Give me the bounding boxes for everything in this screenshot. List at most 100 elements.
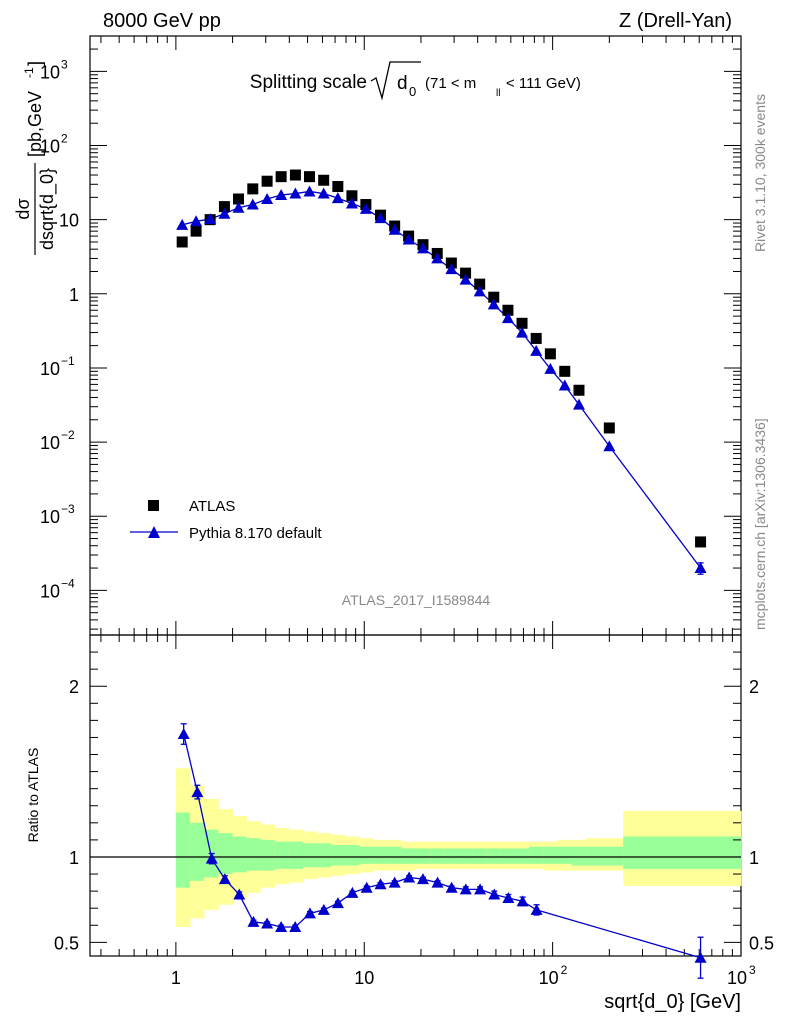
band-inner-bin: [486, 848, 502, 864]
data-series: [176, 169, 707, 979]
band-inner-bin: [373, 846, 388, 864]
atlas-point: [346, 190, 358, 202]
ratio-point: [346, 886, 359, 898]
atlas-point: [289, 169, 301, 181]
header-left: 8000 GeV pp: [103, 10, 221, 32]
band-inner-bin: [387, 846, 403, 864]
band-inner-bin: [543, 846, 558, 864]
pythia-point: [416, 242, 429, 254]
ratio-point: [317, 903, 330, 915]
ratio-point: [289, 920, 302, 932]
ratio-point: [416, 873, 429, 885]
pythia-point: [473, 285, 486, 297]
atlas-point: [544, 348, 556, 360]
ratio-tick-label: 1: [69, 848, 79, 868]
pythia-point: [317, 187, 330, 199]
pythia-point: [431, 252, 444, 264]
atlas-point: [233, 193, 245, 205]
ratio-tick-label: 0.5: [54, 933, 79, 953]
ratio-point: [488, 888, 501, 900]
band-inner-bin: [500, 848, 516, 864]
pythia-point: [388, 223, 401, 235]
plot-title-range-suffix: < 111 GeV): [506, 75, 581, 92]
pythia-point: [289, 187, 302, 199]
y-tick-label-sup: −4: [61, 576, 75, 590]
band-inner-bin: [288, 841, 304, 869]
atlas-point: [332, 181, 344, 193]
legend-label-pythia: Pythia 8.170 default: [189, 525, 322, 542]
plot-title: Splitting scale d 0 (71 < m ll < 111 GeV…: [250, 61, 581, 101]
plot-title-range-prefix: (71 < m: [425, 75, 476, 92]
atlas-point: [190, 225, 202, 237]
y-tick-label-sup: 3: [61, 57, 68, 71]
pythia-point: [331, 192, 344, 204]
atlas-point: [502, 304, 514, 316]
ratio-point: [403, 871, 416, 883]
ratio-point: [247, 915, 260, 927]
pythia-point: [345, 197, 358, 209]
band-inner-bin: [401, 848, 417, 864]
atlas-point: [530, 332, 542, 344]
y-label-denominator: dsqrt{d_0}: [37, 168, 58, 250]
ratio-point: [177, 728, 190, 740]
ratio-point: [303, 907, 316, 919]
ratio-point: [388, 876, 401, 888]
band-inner-bin: [571, 846, 587, 866]
pythia-point: [402, 233, 415, 245]
band-inner-bin: [529, 846, 544, 864]
y-label-units-sup: -1: [22, 67, 36, 78]
band-inner-bin: [472, 848, 488, 864]
band-inner-bin: [274, 841, 290, 869]
y-tick-label: 10: [59, 211, 79, 231]
pythia-point: [359, 202, 372, 214]
legend-marker-pythia: [148, 526, 160, 538]
ratio-frame: [89, 634, 742, 957]
atlas-point: [261, 175, 273, 187]
pythia-point: [516, 326, 529, 338]
pythia-point: [603, 440, 616, 452]
y-tick-label: 1: [69, 285, 79, 305]
pythia-line: [182, 190, 702, 569]
pythia-point: [374, 212, 387, 224]
pythia-point: [303, 185, 316, 197]
ratio-point: [218, 873, 231, 885]
axis-ticks: [90, 35, 742, 956]
pythia-point: [445, 263, 458, 275]
y-label-units-close: ]: [25, 61, 45, 66]
main-frame: [89, 35, 742, 636]
x-tick-label: 10: [539, 968, 559, 988]
ratio-point: [261, 917, 274, 929]
y-tick-label-sup: −3: [61, 502, 75, 516]
pythia-point: [558, 379, 571, 391]
band-inner-bin: [514, 848, 530, 864]
sqrt-symbol: [370, 61, 421, 101]
ratio-point: [360, 881, 373, 893]
y-tick-label: 10: [40, 137, 60, 157]
band-inner-bin: [331, 845, 346, 866]
x-tick-label-sup: 2: [561, 963, 568, 977]
ratio-point: [459, 883, 472, 895]
pythia-point: [232, 201, 245, 213]
y-tick-label: 10: [40, 507, 60, 527]
y-tick-label-sup: 2: [61, 132, 68, 146]
atlas-point: [318, 174, 330, 186]
y-tick-label: 10: [40, 433, 60, 453]
pythia-point: [176, 218, 189, 230]
ratio-point: [431, 876, 444, 888]
ratio-axis-label: Ratio to ATLAS: [25, 748, 41, 843]
band-inner-bin: [359, 846, 374, 864]
plot-title-range-sub: ll: [496, 88, 500, 99]
atlas-point: [695, 536, 707, 548]
band-inner-bin: [175, 812, 191, 888]
y-tick-label: 10: [40, 359, 60, 379]
ratio-point: [474, 883, 487, 895]
x-axis-label: sqrt{d_0} [GeV]: [604, 991, 741, 1013]
band-inner-bin: [218, 833, 233, 875]
ratio-point: [374, 878, 387, 890]
ratio-point: [516, 895, 529, 907]
atlas-point: [303, 171, 315, 183]
band-inner-bin: [345, 845, 360, 866]
ratio-point: [275, 920, 288, 932]
